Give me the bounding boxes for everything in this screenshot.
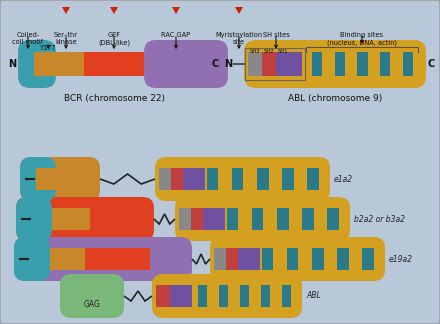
Bar	[257, 168, 268, 190]
Bar	[198, 285, 207, 307]
FancyBboxPatch shape	[20, 157, 56, 201]
Bar	[337, 248, 348, 270]
Text: GAG: GAG	[84, 300, 100, 309]
Bar	[312, 248, 323, 270]
Bar	[36, 168, 100, 190]
FancyBboxPatch shape	[152, 274, 302, 318]
Text: SH1: SH1	[278, 49, 289, 54]
Bar	[260, 285, 270, 307]
Text: Myristoylation
site: Myristoylation site	[216, 32, 263, 45]
Text: Ser–thr
kinase: Ser–thr kinase	[54, 32, 78, 45]
Bar	[227, 208, 238, 230]
Bar	[327, 208, 339, 230]
Bar	[30, 248, 85, 270]
Bar	[191, 208, 203, 230]
Bar	[170, 285, 192, 307]
Text: C: C	[428, 59, 435, 69]
Bar	[85, 248, 150, 270]
Polygon shape	[172, 7, 180, 14]
Bar	[159, 168, 171, 190]
Bar	[179, 208, 191, 230]
Bar	[276, 52, 302, 76]
Bar	[335, 52, 345, 76]
Text: N: N	[8, 59, 16, 69]
Bar	[248, 52, 262, 76]
Bar	[183, 168, 205, 190]
Text: GEF
(DBL-like): GEF (DBL-like)	[98, 32, 130, 45]
Bar	[156, 285, 170, 307]
Bar	[287, 248, 298, 270]
Bar	[363, 248, 374, 270]
FancyBboxPatch shape	[20, 157, 100, 201]
Bar	[32, 208, 90, 230]
FancyBboxPatch shape	[60, 274, 124, 318]
FancyBboxPatch shape	[16, 197, 52, 241]
Bar	[32, 208, 90, 230]
FancyBboxPatch shape	[144, 40, 228, 88]
Bar	[302, 208, 314, 230]
Text: e19a2: e19a2	[389, 254, 413, 263]
Bar	[282, 285, 291, 307]
Polygon shape	[110, 7, 118, 14]
Bar	[380, 52, 390, 76]
FancyBboxPatch shape	[14, 237, 50, 281]
Bar	[207, 168, 218, 190]
Bar	[277, 208, 289, 230]
Text: N: N	[224, 59, 232, 69]
Bar	[84, 52, 144, 76]
FancyBboxPatch shape	[14, 237, 192, 281]
Bar	[226, 248, 238, 270]
Text: BCR (chromosome 22): BCR (chromosome 22)	[63, 94, 165, 103]
Bar	[219, 285, 228, 307]
Bar	[240, 285, 249, 307]
Text: ABL: ABL	[306, 292, 321, 300]
FancyBboxPatch shape	[244, 40, 426, 88]
Text: b2a2 or b3a2: b2a2 or b3a2	[354, 214, 405, 224]
Text: Binding sites
(nucleus, DNA, actin): Binding sites (nucleus, DNA, actin)	[327, 32, 397, 45]
Bar	[282, 168, 293, 190]
Bar	[203, 208, 225, 230]
FancyBboxPatch shape	[175, 197, 350, 241]
Text: Coiled-
coil motif: Coiled- coil motif	[12, 32, 44, 45]
Polygon shape	[235, 7, 243, 14]
Text: C: C	[212, 59, 219, 69]
Bar	[357, 52, 367, 76]
Text: SH3: SH3	[250, 49, 260, 54]
Bar	[34, 52, 84, 76]
FancyBboxPatch shape	[155, 157, 330, 201]
Bar	[262, 248, 273, 270]
Text: ABL (chromosome 9): ABL (chromosome 9)	[288, 94, 382, 103]
FancyBboxPatch shape	[210, 237, 385, 281]
Bar	[30, 248, 85, 270]
Bar	[144, 52, 204, 76]
Bar	[150, 248, 180, 270]
Bar	[262, 52, 276, 76]
Bar	[312, 52, 322, 76]
Bar	[90, 208, 144, 230]
Bar	[403, 52, 413, 76]
Bar	[252, 208, 264, 230]
Bar	[232, 168, 243, 190]
Text: SH2: SH2	[264, 49, 275, 54]
FancyBboxPatch shape	[16, 197, 154, 241]
Bar	[171, 168, 183, 190]
Bar	[238, 248, 260, 270]
Text: Y177: Y177	[40, 45, 56, 51]
Bar	[308, 168, 319, 190]
Text: SH sites: SH sites	[263, 32, 290, 38]
Text: e1a2: e1a2	[334, 175, 353, 183]
Text: RAC GAP: RAC GAP	[161, 32, 191, 38]
Bar	[214, 248, 226, 270]
Polygon shape	[62, 7, 70, 14]
FancyBboxPatch shape	[18, 40, 56, 88]
